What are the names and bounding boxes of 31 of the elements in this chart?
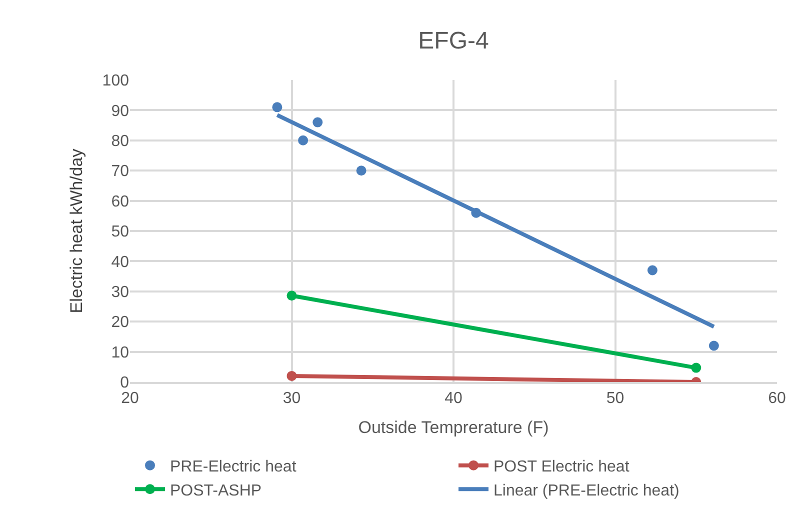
x-axis-title: Outside Temprerature (F) bbox=[358, 418, 549, 437]
y-tick-label: 20 bbox=[111, 314, 130, 332]
chart-title: EFG-4 bbox=[418, 28, 489, 55]
x-tick-label: 30 bbox=[282, 390, 301, 407]
legend-label: PRE-Electric heat bbox=[170, 458, 297, 476]
x-tick-label: 50 bbox=[606, 390, 624, 407]
y-tick-label: 40 bbox=[111, 254, 130, 271]
point bbox=[356, 166, 366, 176]
point bbox=[286, 370, 297, 381]
point bbox=[691, 362, 702, 373]
y-tick-label: 30 bbox=[111, 284, 130, 301]
point bbox=[647, 265, 658, 276]
legend-label: POST-ASHP bbox=[170, 482, 262, 500]
y-tick-label: 70 bbox=[111, 163, 130, 180]
y-tick-label: 60 bbox=[111, 193, 130, 210]
y-tick-label: 100 bbox=[102, 72, 130, 90]
legend-label: POST Electric heat bbox=[494, 458, 630, 476]
y-tick-label: 10 bbox=[111, 344, 130, 362]
y-tick-label: 0 bbox=[120, 374, 130, 392]
point bbox=[272, 102, 282, 112]
y-tick-label: 90 bbox=[111, 102, 130, 120]
y-tick-label: 50 bbox=[111, 224, 130, 241]
x-tick-label: 40 bbox=[444, 390, 462, 407]
y-axis-title: Electric heat kWh/day bbox=[66, 148, 86, 314]
y-tick-label: 80 bbox=[111, 133, 130, 150]
legend-label: Linear (PRE-Electric heat) bbox=[494, 482, 680, 500]
point bbox=[298, 135, 308, 146]
x-tick-label: 60 bbox=[768, 390, 786, 407]
point bbox=[312, 117, 323, 128]
point bbox=[286, 290, 297, 301]
point bbox=[708, 340, 719, 351]
